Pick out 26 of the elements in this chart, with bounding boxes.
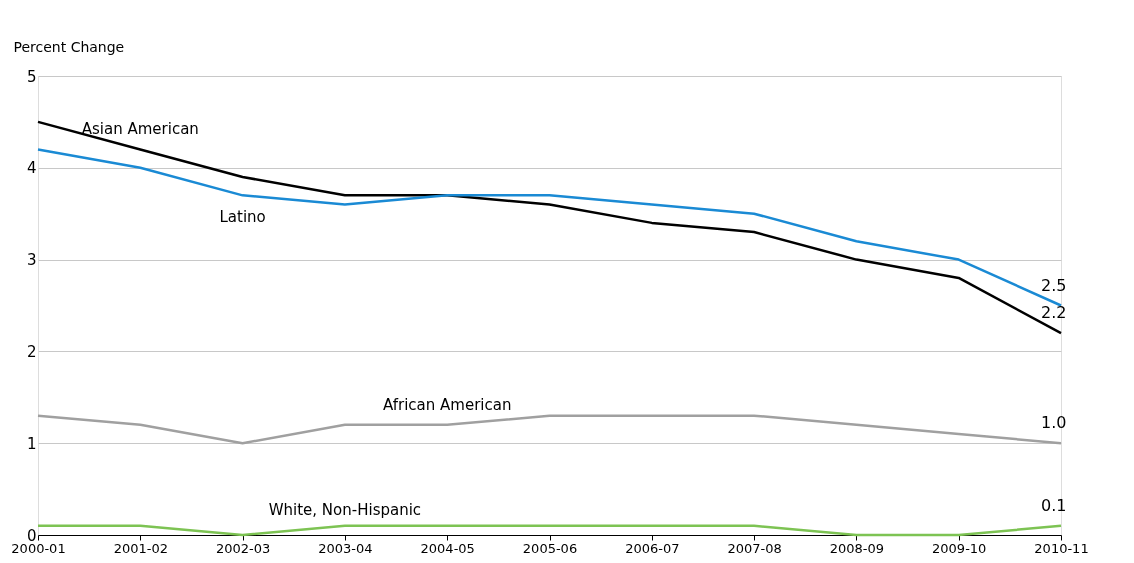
line-series: [36, 148, 1063, 307]
y-tick-label: 3: [26, 251, 37, 270]
x-tick-label: 2001-02: [113, 540, 168, 556]
data-label: 2.5: [1041, 275, 1067, 295]
x-tick-label: 2006-07: [625, 540, 680, 556]
data-label: 2.2: [1041, 303, 1067, 323]
x-tick-label: 2010-11: [1034, 540, 1089, 556]
y-tick-label: 4: [26, 159, 37, 178]
x-tick-label: 2007-08: [727, 540, 782, 556]
series-label: African American: [382, 395, 512, 414]
y-axis-title: Percent Change: [13, 38, 125, 55]
x-tick-label: 2004-05: [420, 540, 475, 556]
data-label: 1.0: [1041, 413, 1067, 433]
x-tick-label: 2008-09: [829, 540, 885, 556]
data-label: 0.1: [1041, 495, 1067, 515]
series-label: White, Non-Hispanic: [268, 500, 422, 519]
y-tick-label: 2: [26, 342, 37, 361]
series-label: Latino: [219, 208, 266, 227]
line-series: [36, 120, 1063, 335]
x-tick-label: 2005-06: [522, 540, 578, 556]
y-tick-label: 1: [26, 434, 37, 453]
series-label: Asian American: [81, 120, 199, 139]
x-tick-label: 2003-04: [318, 540, 373, 556]
x-tick-label: 2002-03: [215, 540, 271, 556]
y-tick-label: 5: [26, 67, 37, 86]
x-tick-label: 2009-10: [932, 540, 987, 556]
